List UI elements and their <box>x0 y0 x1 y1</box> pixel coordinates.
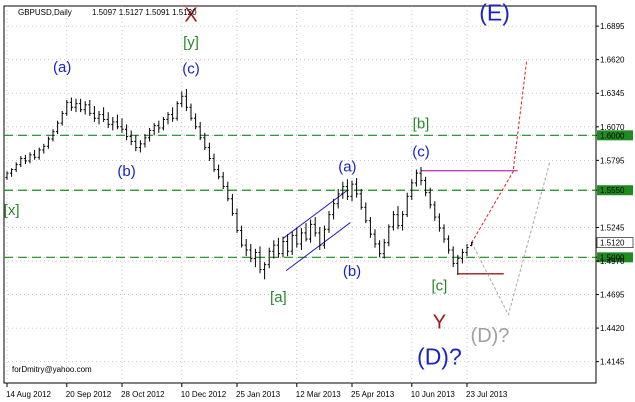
annotation-layer <box>282 59 551 317</box>
level-price-box <box>597 252 633 263</box>
wave-label: (a) <box>53 59 71 76</box>
last-price-box <box>596 237 634 248</box>
wave-label: [b] <box>413 115 430 132</box>
channel-lower-line <box>285 222 351 272</box>
wave-label: [c] <box>431 278 447 295</box>
y-tick-label: 1.4695 <box>600 291 625 300</box>
watermark-text: forDmitry@yahoo.com <box>12 365 92 374</box>
x-tick-label: 14 Aug 2012 <box>6 390 51 399</box>
level-price-box <box>597 130 633 141</box>
level-price-box <box>597 185 633 196</box>
y-tick-label: 1.4420 <box>600 324 625 333</box>
wave-label: X <box>184 5 197 27</box>
wave-label: (D)? <box>471 325 510 347</box>
wave-label: (b) <box>343 263 361 280</box>
y-tick-label: 1.6345 <box>600 89 625 98</box>
x-tick-label: 20 Sep 2012 <box>66 390 112 399</box>
wave-label: (b) <box>117 163 135 180</box>
wave-label: (D)? <box>417 344 462 370</box>
level-price-label: 1.5550 <box>600 186 625 195</box>
y-tick-label: 1.6620 <box>600 56 625 65</box>
wave-label: [x] <box>4 202 20 219</box>
header-symbol: GBPUSD,Daily <box>18 8 72 17</box>
x-tick-label: 10 Jun 2013 <box>411 390 456 399</box>
x-axis: 14 Aug 2012 20 Sep 2012 28 Oct 2012 10 Dec … <box>6 383 508 399</box>
wave-label: (E) <box>479 0 510 26</box>
x-tick-label: 12 Mar 2013 <box>296 390 341 399</box>
wave-label: [a] <box>270 289 287 306</box>
level-price-label: 1.6000 <box>600 131 625 140</box>
last-price-label: 1.5120 <box>600 239 625 248</box>
wave-label: (c) <box>182 60 200 77</box>
x-tick-label: 28 Oct 2012 <box>121 390 165 399</box>
wave-label: (c) <box>412 143 430 160</box>
y-tick-label: 1.6895 <box>600 22 625 31</box>
x-tick-label: 25 Jan 2013 <box>236 390 281 399</box>
level-price-label: 1.5000 <box>600 253 625 262</box>
x-tick-label: 23 Jul 2013 <box>466 390 508 399</box>
wave-label: [y] <box>183 34 199 51</box>
wave-label: (a) <box>338 159 356 176</box>
x-tick-label: 25 Apr 2013 <box>351 390 395 399</box>
y-tick-label: 1.4970 <box>600 257 625 266</box>
wave-labels: (E) X [y] (c) (a) (b) [x] [b] (c) (a) (b) [a] [c] Y (D… <box>4 0 510 370</box>
level-lines <box>4 134 596 258</box>
candles <box>5 88 474 280</box>
y-tick-label: 1.4145 <box>600 358 625 367</box>
wave-label: Y <box>433 311 446 333</box>
header-quote: 1.5097 1.5127 1.5091 1.5120 <box>92 8 197 17</box>
y-tick-label: 1.5795 <box>600 156 625 165</box>
y-tick-label: 1.6070 <box>600 123 625 132</box>
forecast-path-gray <box>471 162 551 317</box>
plot-frame <box>3 5 597 384</box>
y-tick-label: 1.5245 <box>600 223 625 232</box>
channel-upper-line <box>282 189 348 239</box>
forecast-path-red <box>471 59 528 243</box>
x-tick-label: 10 Dec 2012 <box>181 390 227 399</box>
